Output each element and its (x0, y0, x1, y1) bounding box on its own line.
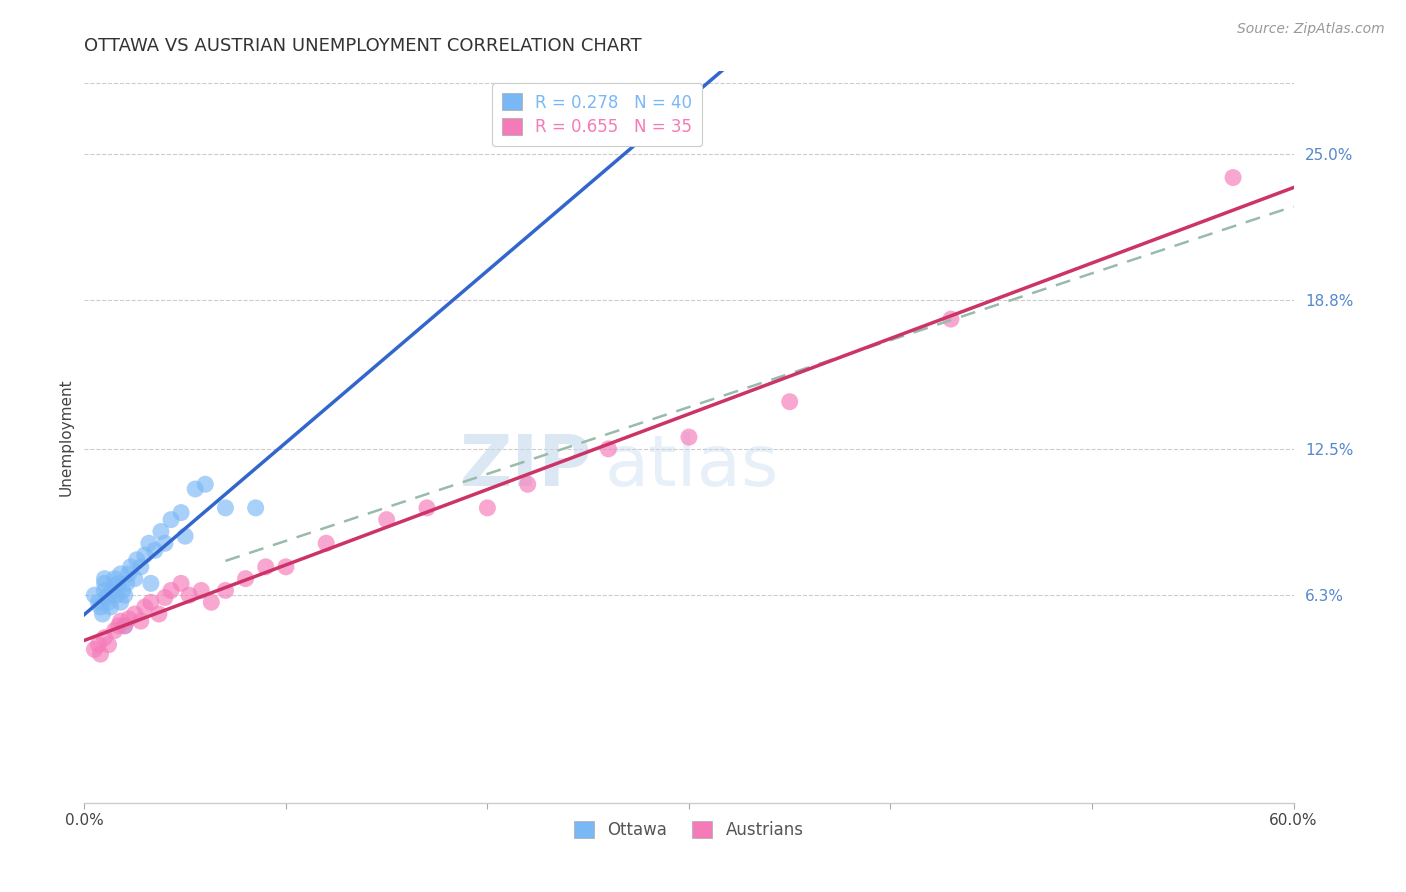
Point (87, 595, 110, 609)
Point (114, 619, 136, 633)
Point (516, 477, 538, 491)
Point (477, 500, 499, 515)
Point (100, 599, 122, 614)
Point (96, 591, 118, 605)
Point (120, 559, 142, 574)
Point (93, 631, 115, 645)
Point (114, 588, 136, 602)
Point (254, 559, 277, 574)
Point (134, 548, 156, 562)
Point (110, 566, 132, 581)
Point (184, 482, 207, 496)
Point (110, 614, 132, 628)
Text: Source: ZipAtlas.com: Source: ZipAtlas.com (1237, 22, 1385, 37)
Legend: Ottawa, Austrians: Ottawa, Austrians (568, 814, 810, 846)
Point (101, 583, 124, 598)
Point (138, 536, 160, 550)
Point (110, 595, 132, 609)
Point (129, 614, 152, 628)
Point (89, 647, 111, 661)
Point (160, 583, 183, 598)
Point (134, 599, 156, 614)
Point (190, 583, 212, 598)
Point (245, 500, 267, 515)
Point (179, 588, 201, 602)
Point (93, 583, 115, 598)
Point (89, 599, 111, 614)
Point (104, 572, 127, 586)
Point (153, 536, 176, 550)
Point (153, 591, 176, 605)
Point (111, 583, 134, 598)
Point (124, 607, 146, 621)
Point (779, 394, 801, 409)
Point (118, 566, 141, 581)
Point (1222, 170, 1244, 185)
Point (149, 524, 172, 539)
Point (93, 572, 115, 586)
Point (97, 588, 120, 602)
Point (416, 500, 439, 515)
Point (143, 543, 166, 558)
Point (235, 572, 257, 586)
Point (104, 624, 127, 638)
Point (105, 588, 128, 602)
Text: OTTAWA VS AUSTRIAN UNEMPLOYMENT CORRELATION CHART: OTTAWA VS AUSTRIAN UNEMPLOYMENT CORRELAT… (84, 37, 643, 54)
Point (97, 595, 120, 609)
Point (91, 607, 114, 621)
Point (93, 576, 115, 591)
Point (939, 312, 962, 326)
Point (174, 529, 197, 543)
Point (83, 642, 105, 657)
Point (315, 536, 337, 550)
Point (148, 607, 170, 621)
Point (200, 595, 222, 609)
Text: ZIP: ZIP (460, 432, 592, 500)
Point (118, 612, 141, 626)
Point (104, 579, 127, 593)
Y-axis label: Unemployment: Unemployment (58, 378, 73, 496)
Text: atlas: atlas (605, 432, 779, 500)
Point (139, 576, 162, 591)
Point (97, 638, 120, 652)
Point (375, 513, 398, 527)
Point (598, 442, 620, 456)
Point (125, 553, 148, 567)
Point (274, 559, 297, 574)
Point (115, 576, 138, 591)
Point (114, 619, 136, 633)
Point (214, 583, 236, 598)
Point (107, 576, 129, 591)
Point (160, 513, 183, 527)
Point (83, 588, 105, 602)
Point (678, 430, 700, 444)
Point (124, 572, 146, 586)
Point (87, 638, 110, 652)
Point (214, 500, 236, 515)
Point (194, 477, 217, 491)
Point (107, 619, 129, 633)
Point (170, 576, 193, 591)
Point (129, 559, 152, 574)
Point (139, 595, 162, 609)
Point (170, 506, 193, 520)
